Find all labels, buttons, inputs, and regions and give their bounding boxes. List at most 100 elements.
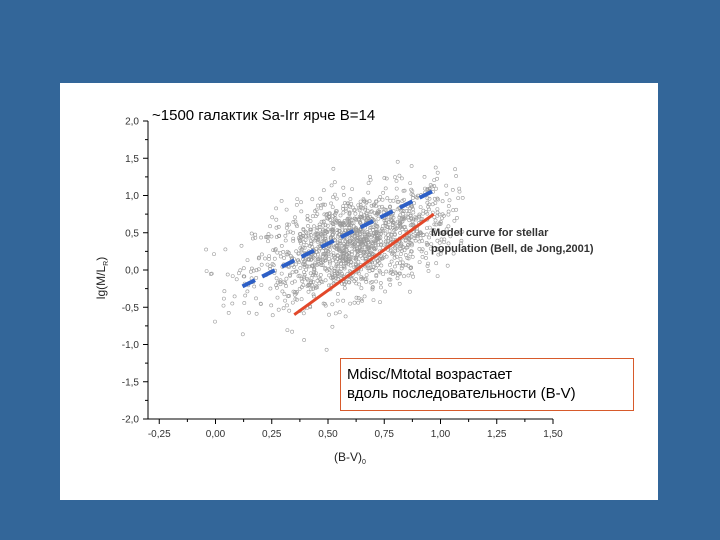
data-point xyxy=(358,241,363,246)
data-point xyxy=(305,213,310,218)
data-point xyxy=(446,241,451,246)
data-point xyxy=(305,217,310,222)
data-point xyxy=(367,269,372,273)
data-point xyxy=(379,263,384,268)
data-point xyxy=(275,280,280,285)
data-point xyxy=(329,271,334,276)
data-point xyxy=(274,283,279,288)
data-point xyxy=(208,272,213,276)
data-point xyxy=(369,250,374,255)
data-point xyxy=(323,265,328,270)
data-point xyxy=(446,224,451,229)
data-point xyxy=(336,291,340,296)
data-point xyxy=(290,255,295,260)
data-point xyxy=(281,306,286,311)
data-point xyxy=(320,258,325,263)
data-point xyxy=(338,213,343,218)
data-point xyxy=(232,294,237,299)
data-point xyxy=(418,205,423,210)
data-point xyxy=(387,277,391,282)
data-point xyxy=(263,256,267,261)
data-point xyxy=(341,193,346,197)
data-point xyxy=(346,280,351,284)
data-point xyxy=(439,237,444,242)
data-point xyxy=(435,196,440,201)
y-tick-label: -1,5 xyxy=(122,377,140,388)
data-point xyxy=(398,225,402,230)
data-point xyxy=(425,200,430,205)
data-point xyxy=(310,283,314,287)
data-point xyxy=(324,252,329,257)
data-point xyxy=(384,235,389,240)
data-point xyxy=(375,263,380,268)
data-point xyxy=(327,312,331,317)
data-point xyxy=(433,165,438,170)
data-point xyxy=(380,204,384,209)
data-point xyxy=(354,277,359,282)
data-point xyxy=(425,196,430,201)
data-point xyxy=(427,207,431,212)
data-point xyxy=(371,225,376,230)
data-point xyxy=(317,224,322,229)
data-point xyxy=(432,184,437,188)
data-point xyxy=(366,246,371,251)
data-point xyxy=(295,258,300,263)
data-point xyxy=(387,229,392,233)
data-point xyxy=(341,249,346,254)
data-point xyxy=(315,263,319,267)
data-point xyxy=(386,220,391,225)
data-point xyxy=(308,229,313,234)
data-point xyxy=(330,324,335,329)
data-point xyxy=(331,224,336,229)
data-point xyxy=(384,254,389,259)
data-point xyxy=(338,257,343,262)
data-point xyxy=(302,272,307,277)
data-point xyxy=(446,212,451,217)
data-point xyxy=(301,260,306,265)
data-point xyxy=(340,243,345,248)
data-point xyxy=(374,227,379,232)
data-point xyxy=(389,269,394,274)
data-point xyxy=(371,203,376,208)
data-point xyxy=(318,276,323,281)
data-point xyxy=(363,277,368,282)
data-point xyxy=(344,252,349,256)
data-point xyxy=(335,270,340,275)
data-point xyxy=(315,278,320,283)
data-point xyxy=(421,233,426,238)
data-point xyxy=(399,243,404,248)
data-point xyxy=(351,255,356,260)
data-point xyxy=(282,292,287,297)
data-point xyxy=(384,269,389,274)
data-point xyxy=(278,282,283,287)
data-point xyxy=(305,284,310,289)
data-point xyxy=(429,230,434,235)
conclusion-line-1: Mdisc/Mtotal возрастает xyxy=(347,366,513,383)
data-point xyxy=(226,310,231,315)
data-point xyxy=(450,188,455,192)
data-point xyxy=(294,290,299,294)
data-point xyxy=(327,256,332,261)
data-point xyxy=(420,254,425,259)
data-point xyxy=(425,211,430,216)
data-point xyxy=(302,274,307,279)
data-point xyxy=(378,281,383,285)
data-point xyxy=(374,273,379,277)
data-point xyxy=(409,192,414,197)
data-point xyxy=(342,201,347,205)
data-point xyxy=(283,233,288,238)
data-point xyxy=(313,273,318,278)
data-point xyxy=(387,205,392,210)
data-point xyxy=(460,229,465,234)
data-point xyxy=(294,222,299,227)
data-point xyxy=(381,272,386,277)
data-point xyxy=(291,236,296,241)
data-point xyxy=(341,204,346,209)
data-point xyxy=(234,277,239,282)
data-point xyxy=(375,223,380,228)
data-point xyxy=(420,247,425,252)
data-point xyxy=(306,223,310,228)
data-point xyxy=(344,260,349,265)
data-point xyxy=(424,256,428,260)
data-point xyxy=(453,167,458,172)
